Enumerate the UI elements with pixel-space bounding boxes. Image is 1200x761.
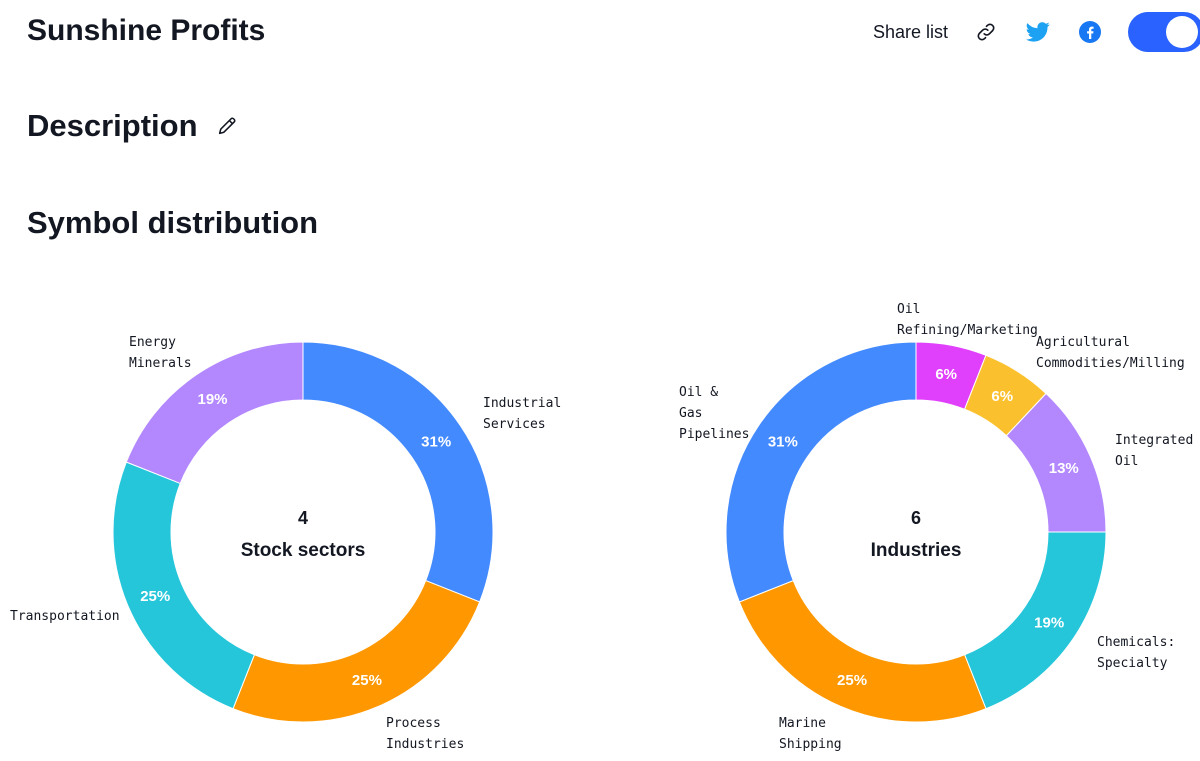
industries-donut: 6% Oil Refining/Marketing 6% Agricultural Com…	[679, 302, 1193, 752]
slice-category-label: Chemicals: Specialty	[1097, 635, 1175, 671]
description-section: Description	[27, 108, 238, 144]
slice-percent-label: 19%	[197, 391, 227, 408]
slice-category-label: Marine Shipping	[779, 716, 842, 752]
slice-percent-label: 19%	[1034, 614, 1064, 631]
donut-slice[interactable]	[302, 341, 494, 603]
symbol-distribution-heading: Symbol distribution	[27, 205, 319, 240]
toggle-knob	[1166, 16, 1198, 48]
link-icon[interactable]	[972, 18, 1000, 46]
list-title: Sunshine Profits	[27, 14, 266, 47]
share-list-label: Share list	[872, 21, 948, 42]
symbol-distribution-charts: 31% Industrial Services 25% Process Industrie…	[10, 302, 1193, 752]
slice-percent-label: 13%	[1049, 460, 1079, 477]
donut-slice[interactable]	[125, 341, 304, 485]
donut-slice[interactable]	[725, 341, 917, 603]
slice-percent-label: 31%	[768, 434, 798, 451]
pencil-icon[interactable]	[216, 115, 238, 137]
description-heading: Description	[27, 108, 198, 143]
stock-sectors-donut: 31% Industrial Services 25% Process Industrie…	[10, 335, 561, 752]
donut-center-label: Stock sectors	[241, 540, 366, 561]
slice-percent-label: 25%	[837, 672, 867, 689]
slice-category-label: Oil & Gas Pipelines	[679, 385, 749, 442]
slice-category-label: Transportation	[10, 609, 120, 624]
twitter-icon[interactable]	[1024, 18, 1052, 46]
slice-percent-label: 25%	[140, 588, 170, 605]
facebook-icon[interactable]	[1076, 18, 1104, 46]
slice-category-label: Industrial Services	[483, 396, 561, 432]
slice-percent-label: 25%	[352, 672, 382, 689]
donut-center-count: 4	[298, 508, 308, 528]
slice-percent-label: 31%	[421, 434, 451, 451]
donut-center-count: 6	[911, 508, 921, 528]
donut-center-label: Industries	[871, 540, 962, 561]
share-toolbar: Share list	[873, 8, 1200, 56]
visibility-toggle[interactable]	[1128, 12, 1200, 52]
slice-category-label: Process Industries	[386, 716, 464, 752]
donut-slice[interactable]	[232, 579, 481, 723]
slice-category-label: Agricultural Commodities/Milling	[1036, 335, 1185, 371]
slice-category-label: Energy Minerals	[129, 335, 192, 371]
slice-percent-label: 6%	[991, 388, 1013, 405]
slice-category-label: Integrated Oil	[1115, 433, 1193, 469]
donut-slice[interactable]	[112, 461, 256, 710]
slice-category-label: Oil Refining/Marketing	[897, 302, 1038, 338]
donut-slice[interactable]	[738, 579, 987, 723]
slice-percent-label: 6%	[935, 366, 957, 383]
